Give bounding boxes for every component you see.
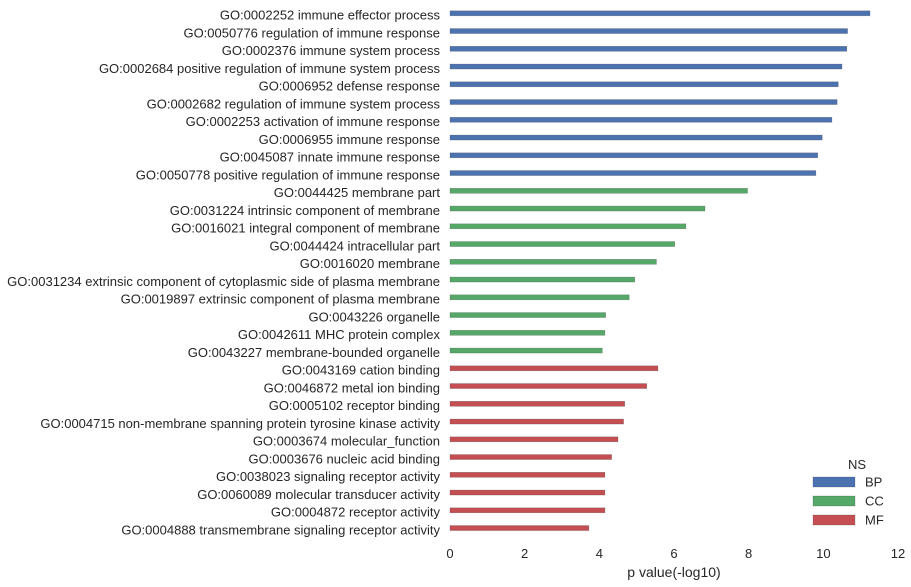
bar-mf <box>449 471 606 478</box>
bar-bp <box>449 170 817 176</box>
y-tick-label: GO:0004872 receptor activity <box>271 505 441 520</box>
legend-label-bp: BP <box>865 475 882 490</box>
y-tick-label: GO:0019897 extrinsic component of plasma… <box>121 292 440 307</box>
y-tick-label: GO:0050776 regulation of immune response <box>183 25 440 40</box>
bar-cc <box>449 205 706 212</box>
y-tick-label: GO:0003674 molecular_function <box>253 434 440 449</box>
bar-cc <box>449 188 748 194</box>
y-tick-label: GO:0004888 transmembrane signaling recep… <box>121 522 440 537</box>
bar-cc <box>449 241 676 247</box>
y-tick-label: GO:0050778 positive regulation of immune… <box>136 167 440 182</box>
y-tick-label: GO:0031234 extrinsic component of cytopl… <box>7 274 440 289</box>
y-tick-label: GO:0016020 membrane <box>300 256 440 271</box>
legend-swatch-cc <box>812 495 856 507</box>
y-tick-label: GO:0006955 immune response <box>259 132 440 147</box>
bar-bp <box>449 63 843 70</box>
bars-layer <box>449 10 871 531</box>
x-tick-labels: 0 2 4 6 8 10 12 <box>446 546 905 561</box>
x-tick-label: 10 <box>816 546 830 561</box>
bar-bp <box>449 81 839 88</box>
y-tick-label: GO:0044424 intracellular part <box>269 238 440 253</box>
x-tick-label: 4 <box>596 546 603 561</box>
y-tick-label: GO:0002682 regulation of immune system p… <box>147 96 441 111</box>
bar-mf <box>449 489 606 496</box>
y-tick-label: GO:0043226 organelle <box>308 309 440 324</box>
y-tick-label: GO:0005102 receptor binding <box>269 398 440 413</box>
bar-mf <box>449 454 612 460</box>
bar-bp <box>449 28 848 34</box>
x-axis-label: p value(-log10) <box>627 564 720 580</box>
y-tick-label: GO:0002252 immune effector process <box>220 8 441 23</box>
bar-cc <box>449 347 603 354</box>
bar-cc <box>449 258 657 265</box>
bar-mf <box>449 383 648 389</box>
bar-bp <box>449 117 833 123</box>
y-tick-labels: GO:0002252 immune effector process GO:005… <box>7 8 440 538</box>
bar-cc <box>449 329 606 336</box>
y-tick-label: GO:0002376 immune system process <box>222 43 441 58</box>
bar-mf <box>449 400 626 407</box>
x-tick-label: 12 <box>891 546 905 561</box>
bar-cc <box>449 223 687 230</box>
bar-bp <box>449 45 848 52</box>
bar-mf <box>449 418 624 425</box>
y-tick-label: GO:0006952 defense response <box>259 79 440 94</box>
bar-mf <box>449 525 590 531</box>
y-tick-label: GO:0045087 innate immune response <box>220 150 440 165</box>
legend-swatch-bp <box>812 476 856 488</box>
bar-cc <box>449 294 630 301</box>
legend-title: NS <box>848 457 866 472</box>
legend-entries: BP CC MF <box>812 475 884 528</box>
bar-mf <box>449 365 659 372</box>
x-tick-label: 2 <box>521 546 528 561</box>
y-tick-label: GO:0060089 molecular transducer activity <box>197 487 440 502</box>
y-tick-label: GO:0043227 membrane-bounded organelle <box>188 345 440 360</box>
y-tick-label: GO:0031224 intrinsic component of membra… <box>170 203 440 218</box>
bar-mf <box>449 507 606 514</box>
bar-bp <box>449 99 838 105</box>
x-tick-label: 8 <box>745 546 752 561</box>
x-tick-label: 0 <box>446 546 453 561</box>
bar-cc <box>449 276 636 283</box>
bar-bp <box>449 10 871 17</box>
y-tick-label: GO:0044425 membrane part <box>274 185 441 200</box>
bar-bp <box>449 152 819 159</box>
bar-cc <box>449 312 606 318</box>
y-tick-label: GO:0046872 metal ion binding <box>264 380 440 395</box>
y-tick-label: GO:0002684 positive regulation of immune… <box>99 61 441 76</box>
legend-swatch-mf <box>812 514 856 526</box>
legend: NS BP CC MF <box>812 457 884 528</box>
y-tick-label: GO:0042611 MHC protein complex <box>238 327 441 342</box>
y-tick-label: GO:0004715 non-membrane spanning protein… <box>40 416 440 431</box>
bar-bp <box>449 134 823 141</box>
y-tick-label: GO:0038023 signaling receptor activity <box>216 469 441 484</box>
y-tick-label: GO:0016021 integral component of membran… <box>171 221 440 236</box>
y-tick-label: GO:0043169 cation binding <box>282 363 440 378</box>
legend-label-cc: CC <box>865 494 884 509</box>
legend-label-mf: MF <box>865 513 884 528</box>
y-tick-label: GO:0002253 activation of immune response <box>186 114 440 129</box>
bar-mf <box>449 436 619 443</box>
x-tick-label: 6 <box>670 546 677 561</box>
y-tick-label: GO:0003676 nucleic acid binding <box>248 451 440 466</box>
